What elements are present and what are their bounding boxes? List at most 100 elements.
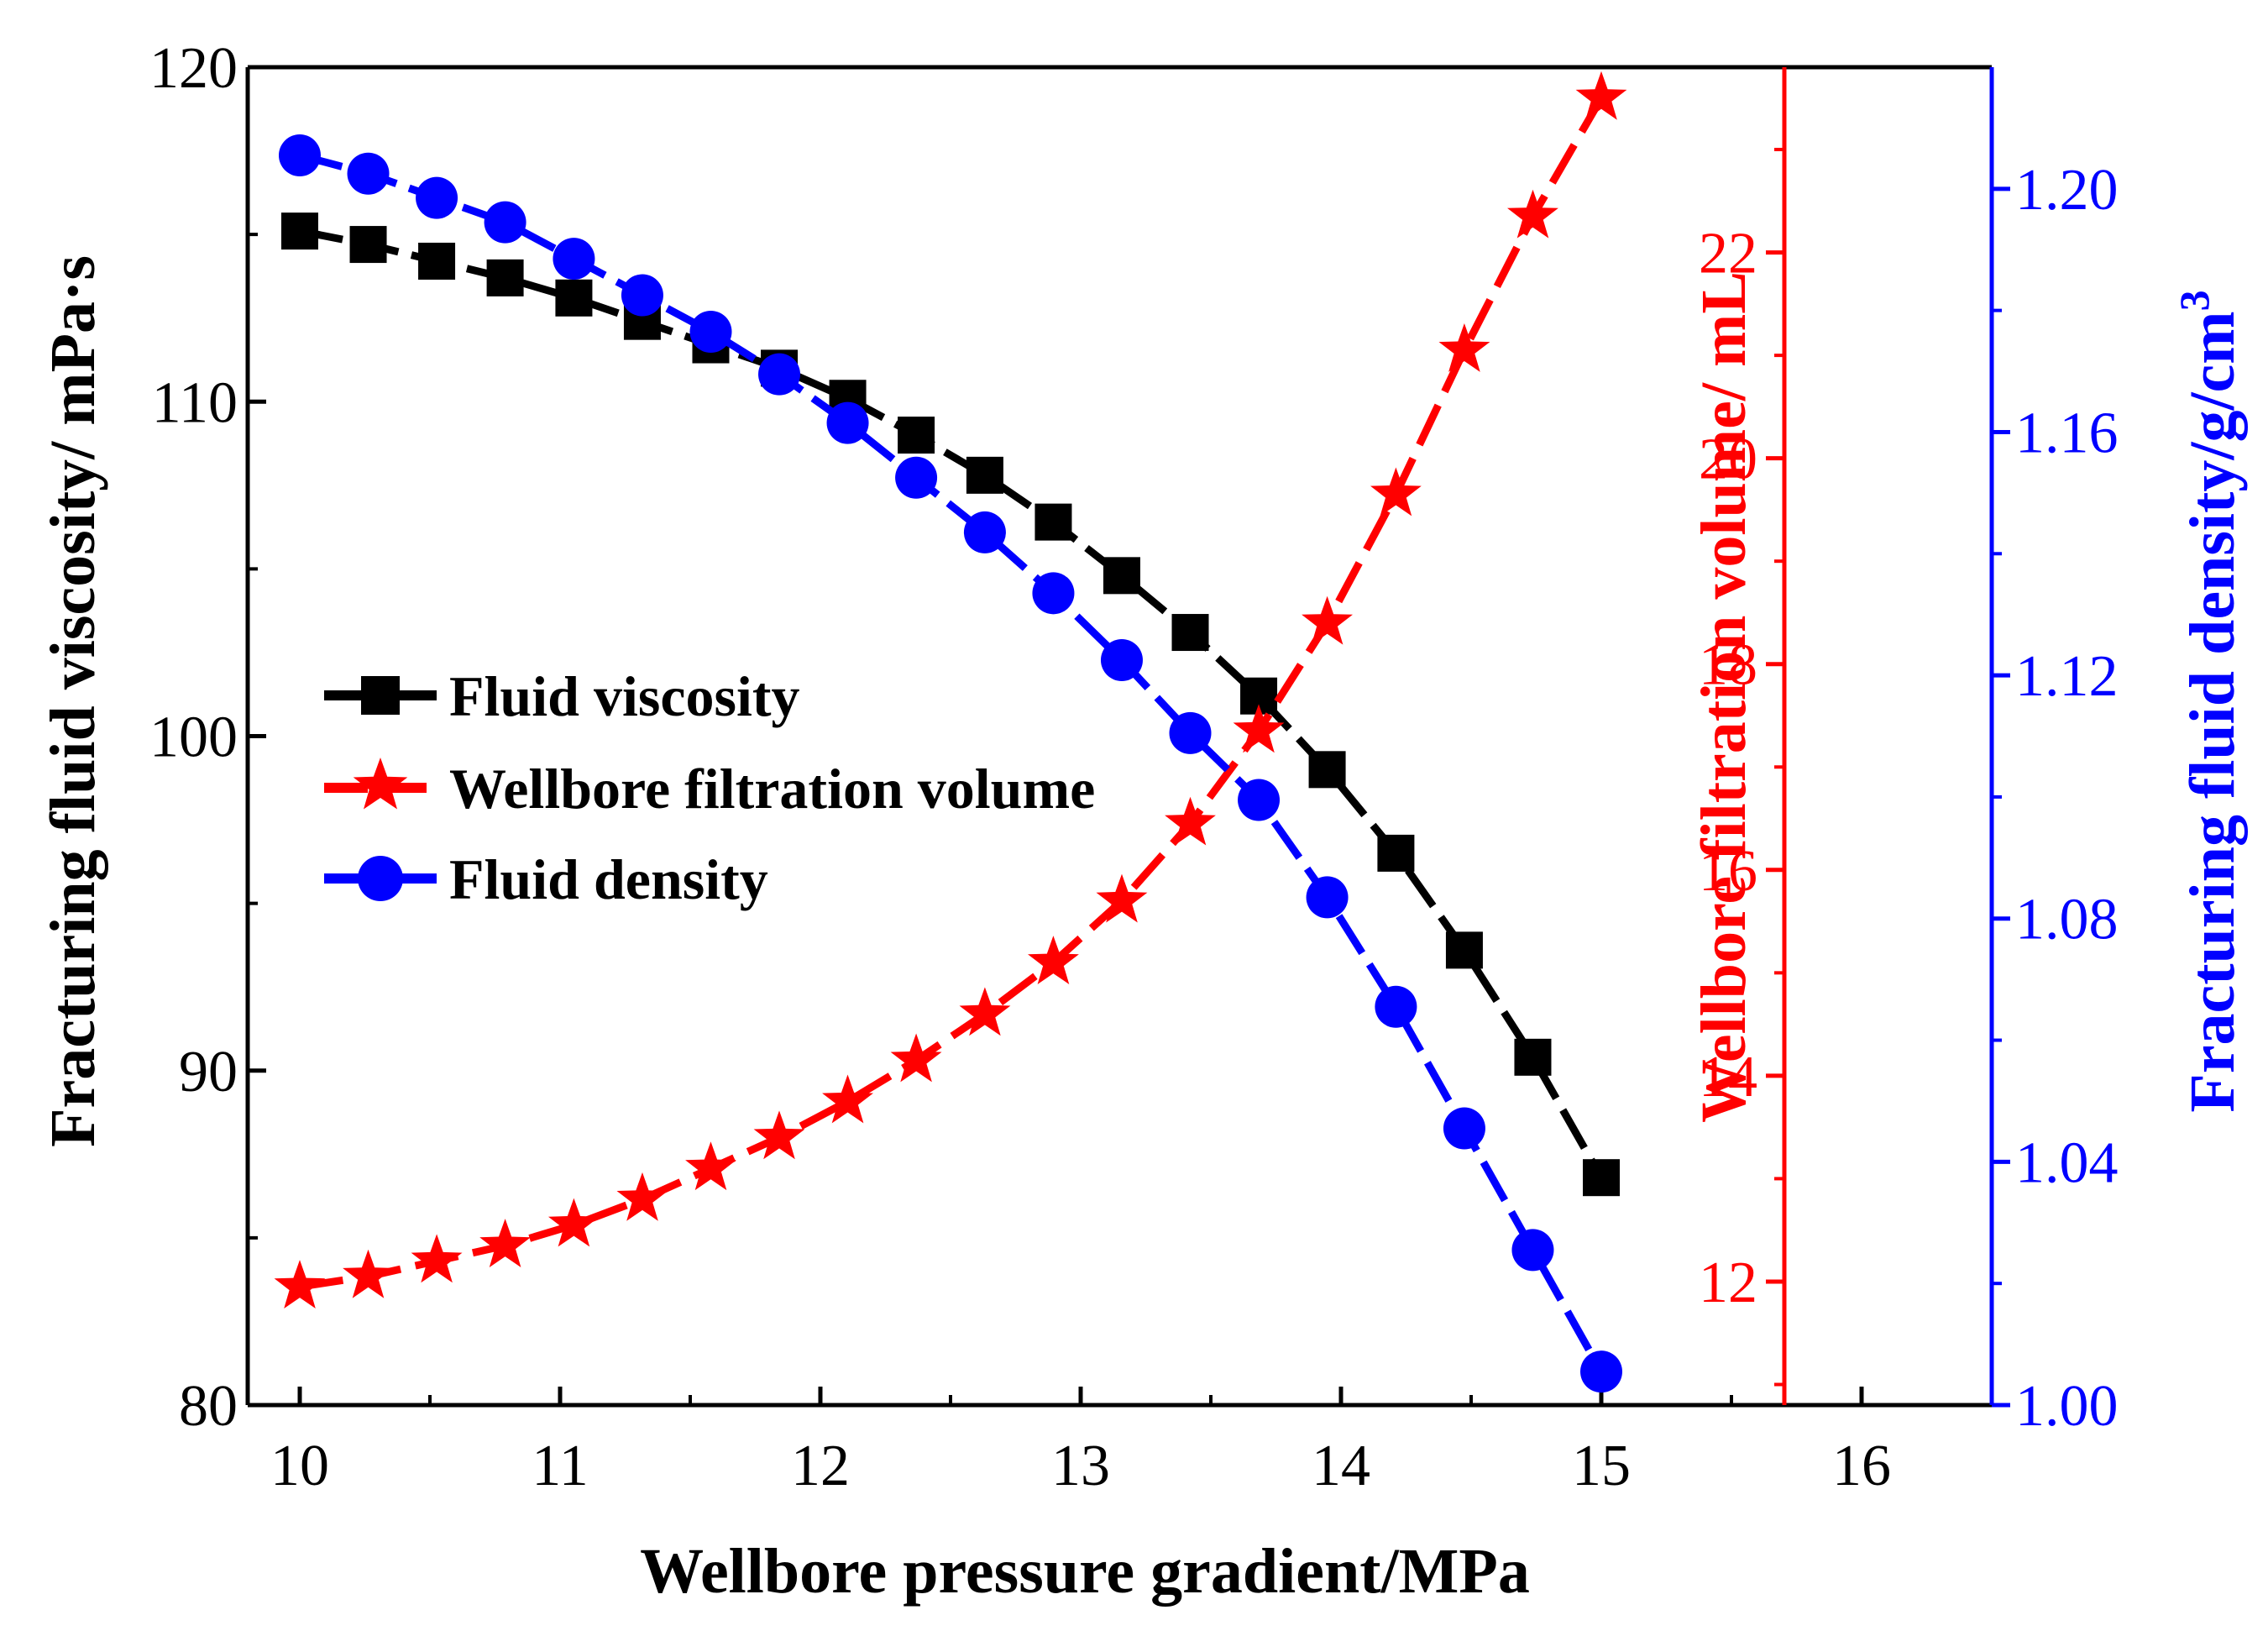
data-point-star	[274, 1260, 326, 1308]
data-point-circle	[553, 238, 595, 281]
legend-marker-filtration	[353, 758, 408, 810]
data-point-star	[753, 1110, 805, 1160]
data-point-star	[616, 1172, 668, 1221]
x-axis: 10 11 12 13 14 15 16	[270, 1387, 1891, 1498]
density-tick-label: 1.12	[2015, 644, 2119, 709]
filtration-tick-label: 20	[1699, 427, 1757, 492]
density-tick-label: 1.16	[2015, 401, 2119, 465]
data-point-star	[1370, 467, 1422, 517]
data-point-star	[343, 1249, 394, 1298]
data-point-circle	[758, 353, 801, 396]
data-point-star	[1575, 71, 1627, 120]
data-point-circle	[1100, 638, 1143, 681]
x-axis-title: Wellbore pressure gradient/MPa	[640, 1536, 1530, 1607]
data-point-circle	[1375, 985, 1417, 1028]
data-point-square	[1514, 1038, 1552, 1076]
series-line	[299, 96, 1605, 1291]
data-point-square	[1445, 931, 1483, 969]
data-point-square	[555, 279, 593, 317]
data-point-circle	[484, 201, 526, 244]
data-point-circle	[689, 310, 732, 353]
legend-marker-density	[358, 856, 403, 901]
data-point-square	[1034, 503, 1072, 541]
data-point-circle	[963, 511, 1006, 553]
density-axis-title-text: Fracturing fluid density/g/cm	[2177, 311, 2248, 1112]
filtration-tick-label: 18	[1699, 633, 1757, 698]
density-tick-label: 1.08	[2015, 888, 2119, 952]
x-tick-label: 14	[1312, 1434, 1370, 1498]
density-axis: 1.00 1.04 1.08 1.12 1.16 1.20	[1989, 67, 2119, 1439]
data-point-square	[281, 212, 318, 250]
x-tick-label: 12	[791, 1434, 850, 1498]
data-point-square	[349, 226, 387, 264]
filtration-axis-title: Wellbore filtration volume/ mL	[1689, 271, 1759, 1123]
data-point-circle	[1580, 1350, 1622, 1393]
filtration-axis: 12 14 16 18 20 22	[1699, 67, 1787, 1405]
data-point-circle	[416, 176, 458, 219]
data-point-square	[898, 417, 935, 454]
series-fluid-viscosity	[281, 212, 1620, 1197]
data-point-star	[1233, 704, 1285, 753]
filtration-tick-label: 22	[1699, 222, 1757, 286]
data-point-square	[1308, 751, 1346, 789]
data-point-star	[685, 1141, 736, 1191]
data-point-square	[1103, 557, 1140, 595]
data-point-star	[1028, 936, 1079, 984]
legend-label-viscosity: Fluid viscosity	[449, 664, 800, 728]
series-layer	[274, 71, 1627, 1393]
x-tick-label: 15	[1572, 1434, 1631, 1498]
density-tick-label: 1.00	[2015, 1374, 2119, 1439]
left-tick-label: 80	[179, 1374, 238, 1439]
filtration-tick-label: 14	[1699, 1045, 1757, 1109]
data-point-circle	[1443, 1107, 1485, 1150]
legend-label-density: Fluid density	[449, 847, 768, 911]
data-point-circle	[1032, 572, 1075, 615]
data-point-circle	[347, 152, 390, 195]
data-point-star	[1302, 595, 1353, 645]
series-fluid-density	[279, 134, 1622, 1393]
legend-label-filtration: Wellbore filtration volume	[449, 757, 1095, 821]
x-tick-label: 13	[1051, 1434, 1110, 1498]
data-point-square	[966, 456, 1003, 494]
data-point-star	[479, 1219, 531, 1267]
data-point-star	[411, 1234, 463, 1283]
legend-marker-viscosity	[361, 676, 400, 715]
density-tick-label: 1.04	[2015, 1130, 2119, 1195]
left-tick-label: 100	[149, 705, 238, 770]
data-point-square	[418, 242, 456, 280]
x-tick-label: 16	[1832, 1434, 1891, 1498]
density-axis-title: Fracturing fluid density/g/cm3	[2171, 290, 2248, 1112]
left-axis: 80 90 100 110 120	[149, 36, 266, 1439]
data-point-star	[1507, 189, 1558, 239]
left-tick-label: 120	[149, 36, 238, 101]
data-point-square	[486, 259, 524, 296]
data-point-circle	[895, 456, 938, 499]
data-point-circle	[1169, 711, 1212, 754]
density-tick-label: 1.20	[2015, 158, 2119, 223]
x-tick-label: 11	[532, 1434, 588, 1498]
data-point-circle	[621, 274, 663, 317]
data-point-star	[959, 987, 1011, 1036]
filtration-tick-label: 12	[1699, 1251, 1757, 1315]
data-point-star	[1438, 323, 1490, 372]
filtration-tick-label: 16	[1699, 839, 1757, 904]
data-point-star	[822, 1074, 873, 1124]
data-point-star	[548, 1198, 600, 1247]
left-tick-label: 90	[179, 1040, 238, 1104]
left-axis-title: Fracturing fluid viscosity/ mPa·s	[38, 255, 108, 1147]
series-wellbore-filtration-volume	[274, 71, 1627, 1308]
x-tick-label: 10	[270, 1434, 329, 1498]
data-point-circle	[279, 134, 321, 176]
data-point-square	[1171, 614, 1209, 652]
legend: Fluid viscosity Wellbore filtration volu…	[324, 664, 1095, 911]
data-point-star	[1096, 873, 1148, 923]
data-point-star	[1165, 796, 1216, 846]
data-point-star	[890, 1033, 942, 1083]
data-point-circle	[1511, 1229, 1554, 1272]
density-axis-title-superscript: 3	[2171, 290, 2218, 311]
data-point-square	[1377, 834, 1415, 872]
left-tick-label: 110	[152, 370, 238, 435]
data-point-square	[1583, 1159, 1620, 1197]
data-point-circle	[1306, 876, 1349, 919]
